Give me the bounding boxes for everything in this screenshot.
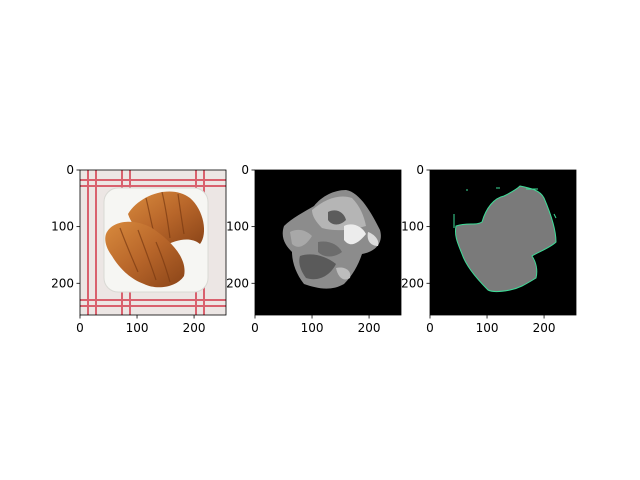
- photo-panel-frame: [79, 169, 227, 316]
- x-tick-label: 200: [183, 321, 206, 335]
- y-tick-label: 200: [401, 276, 424, 290]
- y-tick-label: 100: [226, 220, 249, 234]
- y-tick-label: 0: [66, 163, 74, 177]
- x-tick-label: 0: [251, 321, 259, 335]
- y-tick-label: 200: [226, 276, 249, 290]
- x-tick-label: 200: [358, 321, 381, 335]
- x-tick-label: 100: [476, 321, 499, 335]
- x-tick-label: 200: [533, 321, 556, 335]
- x-tick-label: 100: [126, 321, 149, 335]
- segmentation-panel-frame: [254, 169, 402, 316]
- x-tick-label: 0: [76, 321, 84, 335]
- mask-panel-frame: [429, 169, 577, 316]
- y-tick-label: 0: [241, 163, 249, 177]
- x-tick-label: 100: [301, 321, 324, 335]
- y-tick-label: 200: [51, 276, 74, 290]
- photo-panel: [80, 170, 226, 315]
- x-tick-label: 0: [426, 321, 434, 335]
- y-tick-label: 100: [51, 220, 74, 234]
- y-tick-label: 100: [401, 220, 424, 234]
- y-tick-label: 0: [416, 163, 424, 177]
- axes-layer: 0 100 200 0 100 200 0 100 200 0 100 200 0 100 200 0 100 2…: [51, 163, 555, 335]
- segmentation-panel: [255, 170, 401, 315]
- mask-panel: [430, 170, 576, 315]
